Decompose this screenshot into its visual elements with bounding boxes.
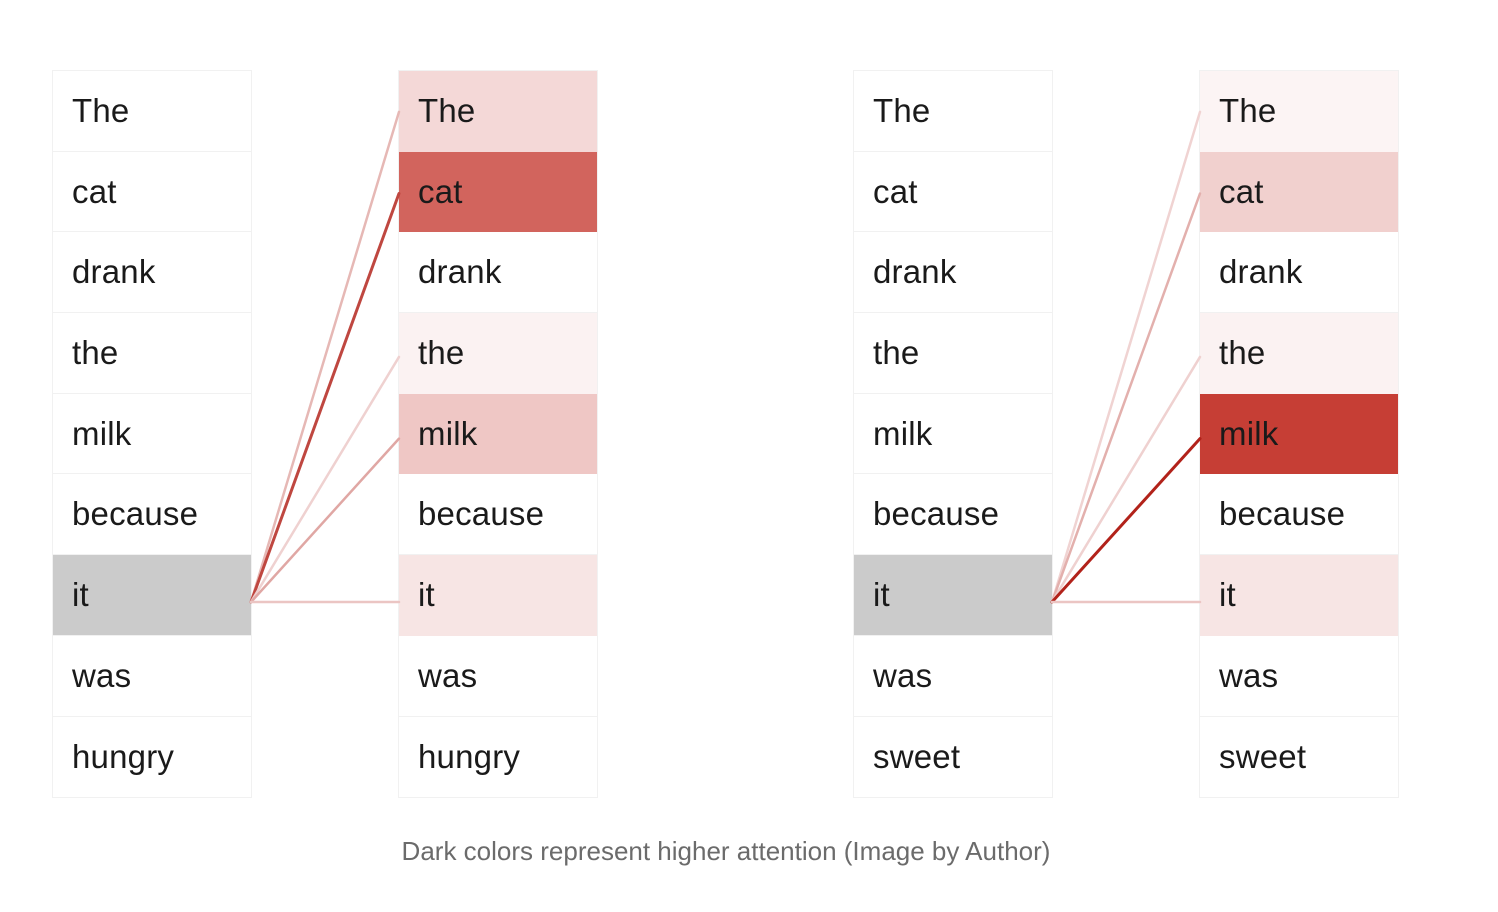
target-token: The	[399, 71, 597, 152]
target-token: was	[1200, 635, 1398, 717]
target-token: the	[399, 313, 597, 394]
source-token: milk	[854, 394, 1052, 475]
target-token: milk	[1200, 393, 1398, 475]
source-token: milk	[53, 394, 251, 475]
panel-1-source-column: The cat drank the milk because it was hu…	[52, 70, 252, 799]
panel-1-target-column: The cat drank the milk because it was hu…	[398, 70, 598, 799]
source-token-query: it	[854, 555, 1052, 636]
source-token: the	[854, 313, 1052, 394]
source-token: hungry	[72, 737, 175, 775]
target-token: it	[1200, 555, 1398, 636]
target-token: milk	[399, 393, 597, 475]
figure-caption: Dark colors represent higher attention (…	[401, 836, 1051, 866]
attention-link	[249, 437, 401, 604]
target-token: it	[399, 555, 597, 636]
source-token: The	[53, 71, 251, 152]
attention-link	[1050, 192, 1202, 604]
source-token: because	[53, 474, 251, 556]
target-token: was	[399, 635, 597, 717]
target-token: The	[1200, 71, 1398, 152]
panel-2-target-column: The cat drank the milk because it was sw…	[1199, 70, 1399, 799]
attention-link	[1050, 437, 1202, 604]
attention-link	[1050, 355, 1202, 604]
target-token: hungry	[399, 716, 597, 798]
target-token: drank	[1200, 232, 1398, 314]
target-token: drank	[399, 232, 597, 314]
attention-link	[249, 192, 401, 604]
target-token: because	[399, 474, 597, 556]
source-token: sweet	[873, 737, 961, 775]
source-token: drank	[53, 232, 251, 314]
attention-link	[249, 355, 401, 604]
source-token: because	[854, 474, 1052, 556]
target-token: the	[1200, 313, 1398, 394]
target-token: because	[1200, 474, 1398, 556]
target-token: cat	[399, 151, 597, 233]
attention-link	[249, 110, 401, 604]
target-token: sweet	[1200, 716, 1398, 798]
source-token: was	[854, 636, 1052, 717]
source-token: cat	[854, 152, 1052, 233]
target-token: cat	[1200, 151, 1398, 233]
attention-link	[1050, 110, 1202, 604]
source-token: the	[53, 313, 251, 394]
source-token: cat	[53, 152, 251, 233]
source-token: The	[854, 71, 1052, 152]
source-token: drank	[854, 232, 1052, 314]
source-token-query: it	[53, 555, 251, 636]
source-token: was	[53, 636, 251, 717]
panel-2-source-column: The cat drank the milk because it was sw…	[853, 70, 1053, 799]
